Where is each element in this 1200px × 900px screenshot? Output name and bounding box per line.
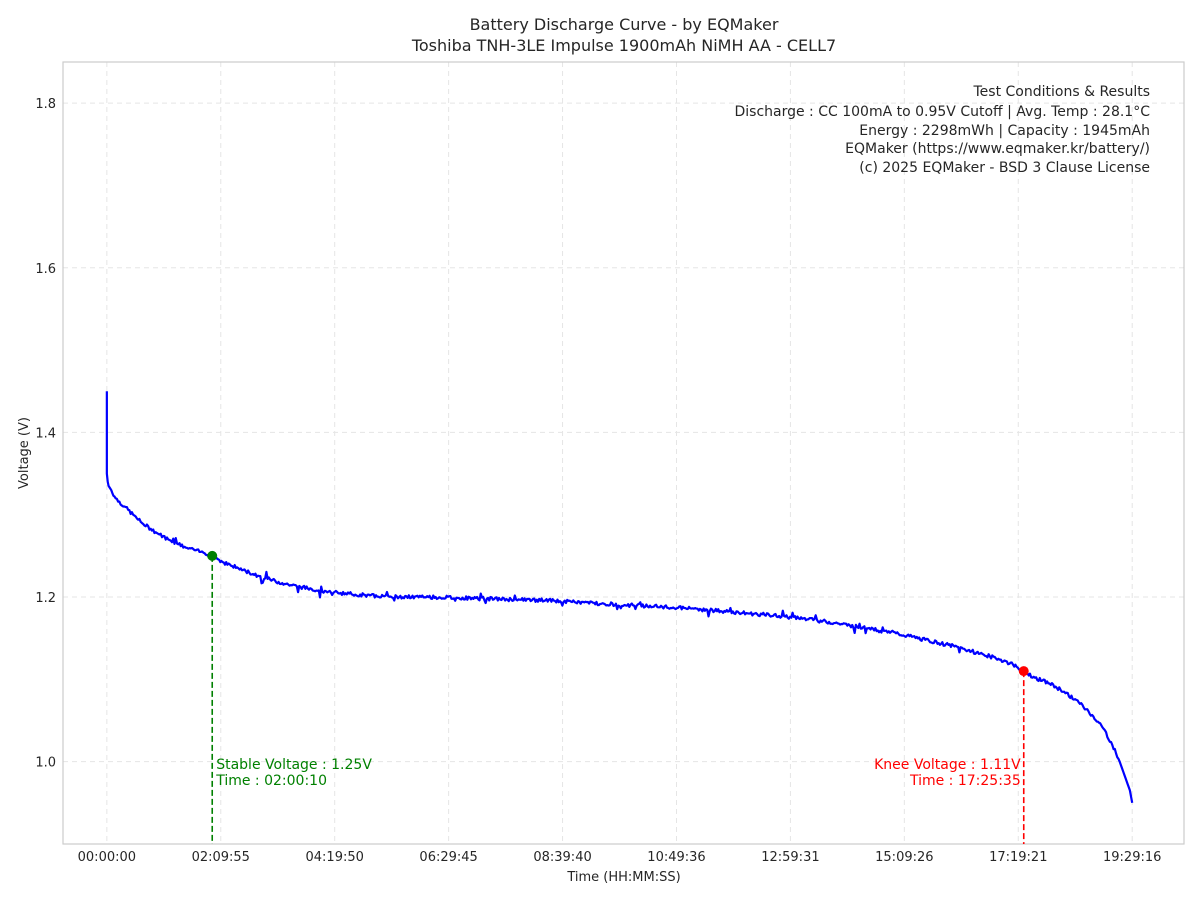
y-tick-label: 1.2 bbox=[35, 591, 56, 606]
stable-time-label: Time : 02:00:10 bbox=[215, 773, 327, 789]
x-tick-label: 06:29:45 bbox=[419, 850, 477, 865]
plot-frame bbox=[62, 61, 1185, 845]
y-tick-label: 1.4 bbox=[35, 426, 56, 441]
info-line-discharge: Discharge : CC 100mA to 0.95V Cutoff | A… bbox=[734, 104, 1150, 120]
knee-time-label: Time : 17:25:35 bbox=[909, 773, 1021, 789]
x-axis-label: Time (HH:MM:SS) bbox=[566, 870, 680, 885]
x-tick-label: 10:49:36 bbox=[647, 850, 705, 865]
chart-title: Battery Discharge Curve - by EQMaker bbox=[470, 15, 779, 34]
info-line-website: EQMaker (https://www.eqmaker.kr/battery/… bbox=[845, 141, 1150, 157]
chart-subtitle: Toshiba TNH-3LE Impulse 1900mAh NiMH AA … bbox=[411, 36, 836, 55]
y-tick-label: 1.6 bbox=[35, 262, 56, 277]
x-tick-label: 15:09:26 bbox=[875, 850, 933, 865]
info-line-energy: Energy : 2298mWh | Capacity : 1945mAh bbox=[859, 123, 1150, 139]
series-line-voltage bbox=[105, 391, 1134, 804]
y-tick-label: 1.8 bbox=[35, 97, 56, 112]
stable-point bbox=[207, 550, 218, 561]
info-line-license: (c) 2025 EQMaker - BSD 3 Clause License bbox=[859, 160, 1150, 176]
knee-point bbox=[1018, 666, 1029, 677]
y-axis: 1.0 1.2 1.4 1.6 1.8 bbox=[35, 97, 56, 771]
x-tick-label: 04:19:50 bbox=[306, 850, 364, 865]
x-tick-label: 19:29:16 bbox=[1103, 850, 1161, 865]
y-axis-label: Voltage (V) bbox=[17, 417, 32, 489]
x-axis: 00:00:00 02:09:55 04:19:50 06:29:45 08:39:40… bbox=[78, 850, 1162, 865]
x-tick-label: 12:59:31 bbox=[761, 850, 819, 865]
knee-voltage-label: Knee Voltage : 1.11V bbox=[874, 757, 1021, 773]
info-box: Test Conditions & Results Discharge : CC… bbox=[734, 84, 1150, 176]
x-tick-label: 00:00:00 bbox=[78, 850, 136, 865]
grid bbox=[63, 62, 1184, 844]
x-tick-label: 17:19:21 bbox=[989, 850, 1047, 865]
stable-voltage-label: Stable Voltage : 1.25V bbox=[216, 757, 372, 773]
y-tick-label: 1.0 bbox=[35, 756, 56, 771]
info-line-heading: Test Conditions & Results bbox=[973, 84, 1151, 100]
x-tick-label: 08:39:40 bbox=[533, 850, 591, 865]
x-tick-label: 02:09:55 bbox=[192, 850, 250, 865]
series-group bbox=[105, 391, 1134, 804]
